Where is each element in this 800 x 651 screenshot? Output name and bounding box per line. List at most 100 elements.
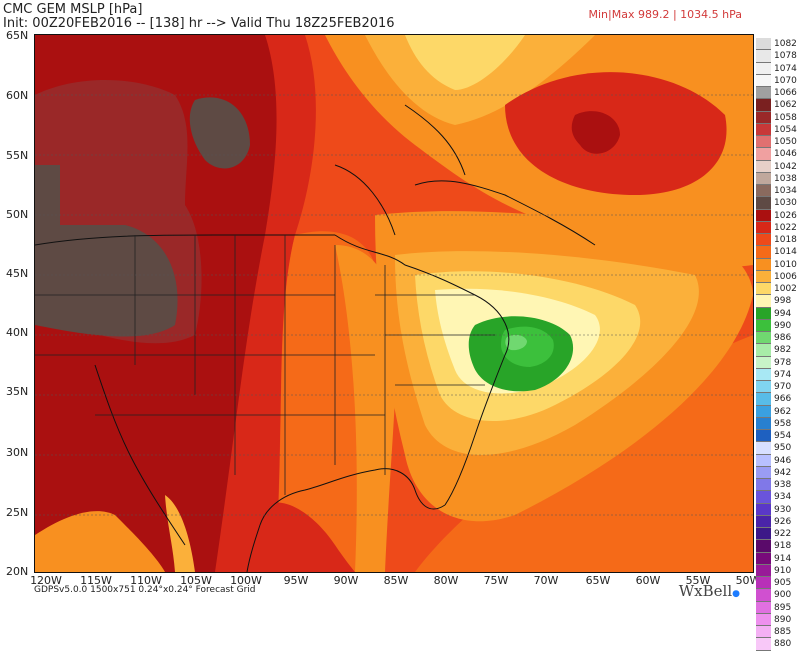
legend-swatch — [756, 50, 771, 63]
legend-row: 1066 — [756, 87, 799, 100]
legend-swatch — [756, 283, 771, 296]
lon-label-60w: 60W — [635, 574, 661, 587]
pressure-legend: 1082 1078 1074 1070 1066 1062 1058 1054 1050 1046… — [756, 38, 799, 651]
legend-row: 998 — [756, 295, 799, 308]
legend-label: 958 — [774, 418, 792, 429]
pressure-map — [34, 34, 754, 573]
low-986 — [505, 334, 527, 351]
legend-swatch — [756, 466, 771, 479]
legend-swatch — [756, 172, 771, 185]
legend-swatch — [756, 344, 771, 357]
legend-swatch — [756, 626, 771, 639]
legend-row: 966 — [756, 393, 799, 406]
legend-swatch — [756, 99, 771, 112]
legend-row: 1062 — [756, 99, 799, 112]
legend-swatch — [756, 197, 771, 210]
lon-label-75w: 75W — [483, 574, 509, 587]
legend-row: 950 — [756, 442, 799, 455]
legend-swatch — [756, 368, 771, 381]
lon-label-95w: 95W — [283, 574, 309, 587]
legend-swatch — [756, 503, 771, 516]
legend-row: 918 — [756, 540, 799, 553]
legend-row: 1082 — [756, 38, 799, 51]
legend-swatch — [756, 381, 771, 394]
lon-label-70w: 70W — [533, 574, 559, 587]
pressure-map-svg — [35, 35, 753, 572]
legend-row: 938 — [756, 479, 799, 492]
legend-label: 954 — [774, 431, 792, 441]
legend-swatch — [756, 540, 771, 553]
legend-label: 994 — [774, 308, 792, 319]
legend-row: 978 — [756, 356, 799, 369]
field-mexico-pacific — [165, 495, 195, 572]
legend-swatch — [756, 332, 771, 345]
legend-swatch — [756, 209, 771, 222]
lat-label-65n: 65N — [6, 29, 29, 42]
legend-row: 986 — [756, 332, 799, 345]
legend-swatch — [756, 111, 771, 124]
legend-swatch — [756, 405, 771, 418]
legend-label: 934 — [774, 492, 792, 503]
legend-row: 934 — [756, 491, 799, 504]
high-labrador-core — [571, 111, 620, 154]
legend-label: 1070 — [774, 75, 797, 86]
legend-row: 1018 — [756, 234, 799, 247]
legend-row: 1006 — [756, 270, 799, 283]
legend-row: 910 — [756, 564, 799, 577]
legend-label: 1050 — [774, 137, 797, 147]
legend-row: 962 — [756, 405, 799, 418]
lon-label-90w: 90W — [333, 574, 359, 587]
legend-row: 974 — [756, 368, 799, 381]
legend-row: 1034 — [756, 185, 799, 198]
legend-swatch — [756, 613, 771, 626]
legend-label: 1006 — [774, 271, 797, 282]
lon-label-115w: 115W — [80, 574, 112, 587]
lat-label-55n: 55N — [6, 149, 29, 162]
legend-swatch — [756, 295, 771, 308]
legend-row: 1002 — [756, 283, 799, 296]
legend-row: 958 — [756, 417, 799, 430]
legend-label: 978 — [774, 357, 792, 368]
legend-label: 1066 — [774, 88, 797, 98]
legend-row: 982 — [756, 344, 799, 357]
legend-label: 914 — [774, 553, 792, 564]
lon-label-120w: 120W — [30, 574, 62, 587]
field-pacific-sw — [35, 511, 165, 572]
legend-label: 1062 — [774, 100, 797, 111]
legend-label: 982 — [774, 345, 792, 356]
lon-label-50w: 50W — [735, 574, 761, 587]
legend-row: 1014 — [756, 246, 799, 259]
legend-label: 885 — [774, 627, 792, 637]
legend-swatch — [756, 307, 771, 320]
legend-label: 905 — [774, 578, 792, 588]
legend-row: 970 — [756, 381, 799, 394]
legend-label: 922 — [774, 529, 792, 539]
lat-label-20n: 20N — [6, 565, 29, 578]
legend-row: 1074 — [756, 62, 799, 75]
legend-label: 880 — [774, 639, 792, 650]
lon-label-80w: 80W — [433, 574, 459, 587]
legend-label: 900 — [774, 590, 792, 601]
min-max-readout: Min|Max 989.2 | 1034.5 hPa — [588, 8, 743, 21]
legend-row: 1042 — [756, 160, 799, 173]
legend-label: 998 — [774, 296, 792, 307]
legend-swatch — [756, 319, 771, 332]
legend-swatch — [756, 160, 771, 173]
legend-label: 918 — [774, 541, 792, 552]
legend-row: 1030 — [756, 197, 799, 210]
legend-swatch — [756, 577, 771, 590]
lon-label-110w: 110W — [130, 574, 162, 587]
legend-swatch — [756, 356, 771, 369]
legend-label: 1054 — [774, 124, 797, 135]
legend-row: 930 — [756, 503, 799, 516]
lon-label-85w: 85W — [383, 574, 409, 587]
legend-swatch — [756, 234, 771, 247]
legend-label: 970 — [774, 382, 792, 392]
legend-label: 942 — [774, 467, 792, 478]
legend-swatch — [756, 430, 771, 443]
lat-label-45n: 45N — [6, 267, 29, 280]
legend-label: 1014 — [774, 247, 797, 258]
legend-swatch — [756, 393, 771, 406]
legend-row: 1050 — [756, 136, 799, 149]
lat-label-40n: 40N — [6, 326, 29, 339]
